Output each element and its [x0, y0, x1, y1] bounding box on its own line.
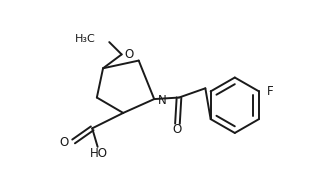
Text: O: O [59, 136, 68, 149]
Text: HO: HO [90, 147, 108, 160]
Text: O: O [125, 48, 134, 61]
Text: F: F [267, 85, 273, 98]
Text: H₃C: H₃C [75, 34, 95, 44]
Text: N: N [158, 94, 167, 107]
Text: O: O [173, 123, 182, 136]
